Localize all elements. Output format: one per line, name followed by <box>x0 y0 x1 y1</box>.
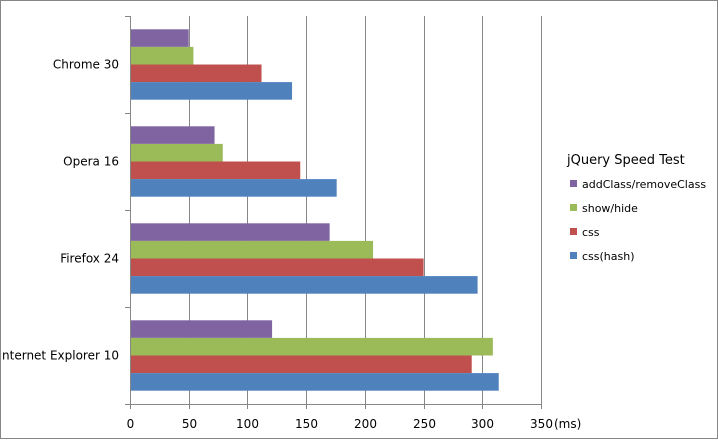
legend-label: addClass/removeClass <box>582 178 706 191</box>
x-tick-label: 0 <box>127 417 135 431</box>
bar <box>131 320 273 338</box>
bar <box>131 143 223 162</box>
category-labels: Chrome 30 Opera 16 Firefox 24 Internet Expl… <box>1 58 119 363</box>
category-label: Firefox 24 <box>60 252 119 266</box>
bar <box>131 223 330 241</box>
bar <box>131 337 493 356</box>
bar <box>131 82 293 100</box>
legend-title: jQuery Speed Test <box>566 153 685 168</box>
x-tick-label: 150 <box>295 417 318 431</box>
axes <box>125 16 542 409</box>
legend-swatch <box>570 228 577 235</box>
bar <box>131 240 374 259</box>
x-tick-labels: 0 50 100 150 200 250 300 350 <box>127 417 553 431</box>
x-tick-label: 50 <box>182 417 197 431</box>
unit-label: (ms) <box>554 417 581 431</box>
x-tick-label: 350 <box>530 417 553 431</box>
category-label: Internet Explorer 10 <box>1 349 119 363</box>
bar <box>131 179 337 197</box>
bar <box>131 161 301 180</box>
legend-swatch <box>570 204 577 211</box>
x-tick-label: 300 <box>471 417 494 431</box>
legend: jQuery Speed Test addClass/removeClass sh… <box>566 153 706 263</box>
x-tick-label: 250 <box>413 417 436 431</box>
legend-swatch <box>570 252 577 259</box>
bar <box>131 355 472 374</box>
legend-label: css <box>582 226 600 239</box>
category-label: Chrome 30 <box>53 58 119 72</box>
bars <box>131 29 499 391</box>
legend-label: css(hash) <box>582 250 635 263</box>
legend-label: show/hide <box>582 202 638 215</box>
bar <box>131 258 424 277</box>
legend-swatch <box>570 180 577 187</box>
x-tick-label: 200 <box>354 417 377 431</box>
bar <box>131 126 215 144</box>
category-label: Opera 16 <box>63 155 119 169</box>
bar <box>131 373 499 391</box>
bar <box>131 29 189 47</box>
bar <box>131 64 262 83</box>
x-tick-label: 100 <box>236 417 259 431</box>
bar <box>131 276 478 294</box>
bar <box>131 46 194 65</box>
